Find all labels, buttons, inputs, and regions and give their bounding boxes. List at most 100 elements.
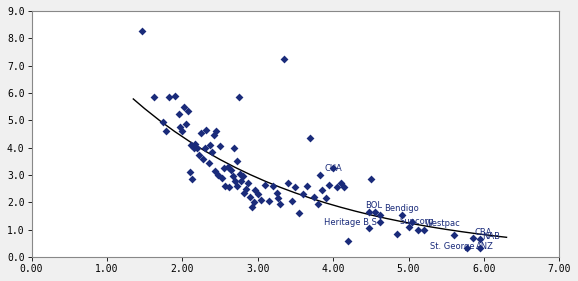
- Point: [223, 165, 232, 169]
- Point: [310, 195, 319, 199]
- Point: [449, 233, 458, 237]
- Point: [302, 184, 312, 188]
- Point: [202, 128, 211, 132]
- Point: [364, 210, 373, 214]
- Point: [159, 119, 168, 124]
- Point: [407, 219, 417, 224]
- Point: [170, 94, 179, 98]
- Point: [264, 199, 273, 203]
- Point: [364, 226, 373, 231]
- Point: [321, 196, 330, 201]
- Point: [187, 177, 197, 182]
- Point: [212, 129, 221, 133]
- Point: [185, 170, 194, 175]
- Point: [219, 166, 228, 171]
- Point: [184, 108, 193, 113]
- Point: [287, 199, 297, 203]
- Text: NAB: NAB: [481, 232, 499, 241]
- Point: [268, 184, 277, 188]
- Point: [179, 105, 188, 109]
- Point: [366, 177, 376, 182]
- Text: Suncorp: Suncorp: [399, 217, 434, 226]
- Point: [198, 157, 208, 161]
- Point: [257, 198, 266, 202]
- Point: [224, 185, 234, 190]
- Point: [243, 181, 253, 185]
- Point: [419, 228, 428, 232]
- Point: [246, 195, 255, 199]
- Point: [392, 232, 402, 236]
- Point: [340, 185, 349, 190]
- Point: [149, 95, 158, 99]
- Point: [413, 228, 422, 232]
- Point: [328, 166, 338, 171]
- Point: [209, 133, 218, 138]
- Point: [249, 200, 258, 205]
- Point: [138, 29, 147, 34]
- Text: Heritage B S: Heritage B S: [324, 218, 377, 227]
- Point: [336, 181, 345, 185]
- Point: [313, 201, 323, 206]
- Text: St. George: St. George: [429, 242, 474, 251]
- Point: [181, 122, 191, 127]
- Point: [227, 167, 236, 172]
- Point: [164, 95, 173, 99]
- Point: [253, 192, 262, 196]
- Point: [325, 182, 334, 187]
- Point: [273, 196, 283, 201]
- Point: [210, 169, 220, 173]
- Point: [201, 146, 210, 150]
- Point: [206, 143, 215, 147]
- Point: [161, 129, 171, 133]
- Point: [187, 143, 196, 147]
- Point: [238, 174, 247, 179]
- Point: [213, 173, 223, 177]
- Point: [317, 188, 327, 192]
- Point: [295, 211, 304, 216]
- Point: [247, 204, 256, 209]
- Point: [476, 237, 485, 242]
- Point: [191, 141, 200, 146]
- Point: [468, 236, 477, 240]
- Point: [229, 146, 238, 150]
- Point: [174, 111, 183, 116]
- Point: [375, 212, 384, 217]
- Point: [398, 212, 407, 217]
- Point: [332, 185, 342, 190]
- Text: CUA: CUA: [324, 164, 342, 173]
- Text: CBA: CBA: [474, 228, 492, 237]
- Point: [404, 225, 413, 229]
- Text: Westpac: Westpac: [425, 219, 461, 228]
- Point: [208, 149, 217, 154]
- Point: [177, 129, 187, 133]
- Point: [197, 130, 206, 135]
- Point: [193, 146, 202, 150]
- Point: [231, 178, 240, 183]
- Point: [217, 176, 226, 180]
- Point: [221, 184, 230, 188]
- Point: [228, 174, 238, 179]
- Text: Bendigo: Bendigo: [384, 203, 418, 212]
- Point: [216, 144, 225, 149]
- Point: [236, 171, 245, 176]
- Point: [242, 187, 251, 191]
- Point: [276, 201, 285, 206]
- Point: [233, 184, 242, 188]
- Point: [251, 188, 260, 192]
- Point: [298, 192, 307, 196]
- Point: [272, 191, 281, 195]
- Text: ANZ: ANZ: [476, 242, 494, 251]
- Point: [204, 160, 213, 165]
- Point: [280, 56, 289, 61]
- Point: [176, 125, 185, 130]
- Point: [194, 152, 203, 157]
- Point: [236, 178, 246, 183]
- Point: [463, 245, 472, 250]
- Point: [283, 181, 292, 185]
- Point: [189, 146, 198, 150]
- Point: [375, 219, 384, 224]
- Point: [261, 182, 270, 187]
- Text: BOL: BOL: [365, 201, 382, 210]
- Point: [306, 136, 315, 140]
- Point: [343, 239, 353, 243]
